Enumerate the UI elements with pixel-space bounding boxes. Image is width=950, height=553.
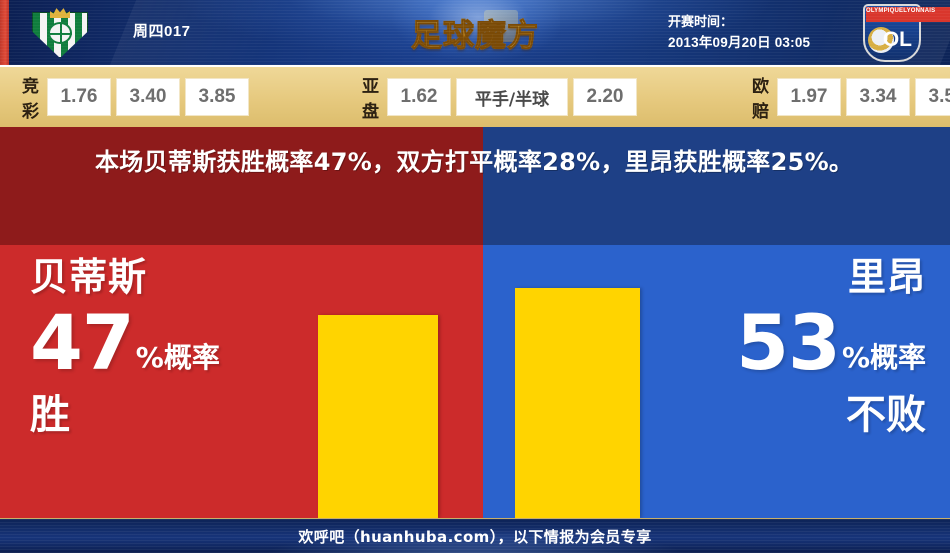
odds-cell-jingcai-home[interactable]: 1.76 <box>47 78 111 116</box>
header-diagonal-left <box>91 0 299 65</box>
summary-band: 本场贝蒂斯获胜概率47%，双方打平概率28%，里昂获胜概率25%。 <box>0 127 950 245</box>
odds-cell-yapan-home[interactable]: 1.62 <box>387 78 451 116</box>
crest-crown-icon <box>50 8 70 18</box>
header-bar: 周四017 足球魔方 开赛时间： 2013年09月20日 03:05 OLYMP… <box>0 0 950 65</box>
home-team-block: 贝蒂斯 47 %概率 胜 <box>30 253 220 441</box>
home-percent-row: 47 %概率 <box>30 305 220 381</box>
summary-band-right-bg <box>483 127 950 245</box>
home-percent-value: 47 <box>30 298 135 387</box>
odds-group-oupei: 欧赔 1.97 3.34 3.59 <box>752 72 950 122</box>
summary-band-left-bg <box>0 127 483 245</box>
home-team-crest-icon <box>28 6 92 60</box>
ol-lion-icon <box>868 27 894 53</box>
away-team-block: 里昂 53 %概率 不败 <box>736 253 926 441</box>
odds-group-label: 亚盘 <box>362 77 379 122</box>
probability-chart: 贝蒂斯 47 %概率 胜 里昂 53 %概率 不败 <box>0 245 950 518</box>
logo-glow <box>390 0 560 63</box>
ol-crest-line1: OLYMPIQUE <box>866 8 904 14</box>
brand-logo[interactable]: 足球魔方 <box>390 0 560 63</box>
away-percent-suffix: %概率 <box>841 341 926 374</box>
ol-crest-mark: OL <box>882 28 912 51</box>
brand-logo-text: 足球魔方 <box>411 10 539 55</box>
kickoff-label: 开赛时间： <box>668 14 734 29</box>
odds-cell-yapan-away[interactable]: 2.20 <box>573 78 637 116</box>
odds-group-label: 竞彩 <box>22 77 39 122</box>
summary-text: 本场贝蒂斯获胜概率47%，双方打平概率28%，里昂获胜概率25%。 <box>95 148 854 176</box>
bar-home <box>318 315 438 518</box>
odds-cell-oupei-away[interactable]: 3.59 <box>915 78 950 116</box>
away-percent-value: 53 <box>736 298 841 387</box>
odds-cell-oupei-home[interactable]: 1.97 <box>777 78 841 116</box>
away-team-name: 里昂 <box>847 255 926 299</box>
crest-globe <box>48 22 72 44</box>
odds-group-label: 欧赔 <box>752 77 769 122</box>
kickoff-info: 开赛时间： 2013年09月20日 03:05 <box>668 11 810 53</box>
odds-group-yapan: 亚盘 1.62 平手/半球 2.20 <box>362 72 642 122</box>
footer-bar: 欢呼吧（huanhuba.com），以下情报为会员专享 <box>0 518 950 553</box>
odds-cell-yapan-handicap[interactable]: 平手/半球 <box>456 78 568 116</box>
odds-cell-oupei-draw[interactable]: 3.34 <box>846 78 910 116</box>
home-outcome-label: 胜 <box>30 392 70 438</box>
header-red-stripe <box>0 0 9 65</box>
away-team-crest-icon: OLYMPIQUE LYONNAIS OL <box>863 4 950 62</box>
odds-cell-jingcai-away[interactable]: 3.85 <box>185 78 249 116</box>
away-outcome-label: 不败 <box>846 392 926 438</box>
home-percent-suffix: %概率 <box>135 341 220 374</box>
bar-away <box>515 288 640 518</box>
logo-cube-icon <box>484 10 518 42</box>
match-round-label: 周四017 <box>133 23 191 40</box>
home-team-name: 贝蒂斯 <box>30 255 148 299</box>
ol-crest-band: OLYMPIQUE LYONNAIS <box>866 7 950 22</box>
footer-text: 欢呼吧（huanhuba.com），以下情报为会员专享 <box>298 527 652 546</box>
away-probability-panel: 里昂 53 %概率 不败 <box>483 245 950 518</box>
away-percent-row: 53 %概率 <box>736 305 926 381</box>
kickoff-value: 2013年09月20日 03:05 <box>668 35 811 50</box>
ol-crest-line2: LYONNAIS <box>903 8 936 14</box>
home-probability-panel: 贝蒂斯 47 %概率 胜 <box>0 245 483 518</box>
odds-group-jingcai: 竞彩 1.76 3.40 3.85 <box>22 72 254 122</box>
odds-bar: 竞彩 1.76 3.40 3.85 亚盘 1.62 平手/半球 2.20 欧赔 … <box>0 65 950 127</box>
odds-cell-jingcai-draw[interactable]: 3.40 <box>116 78 180 116</box>
